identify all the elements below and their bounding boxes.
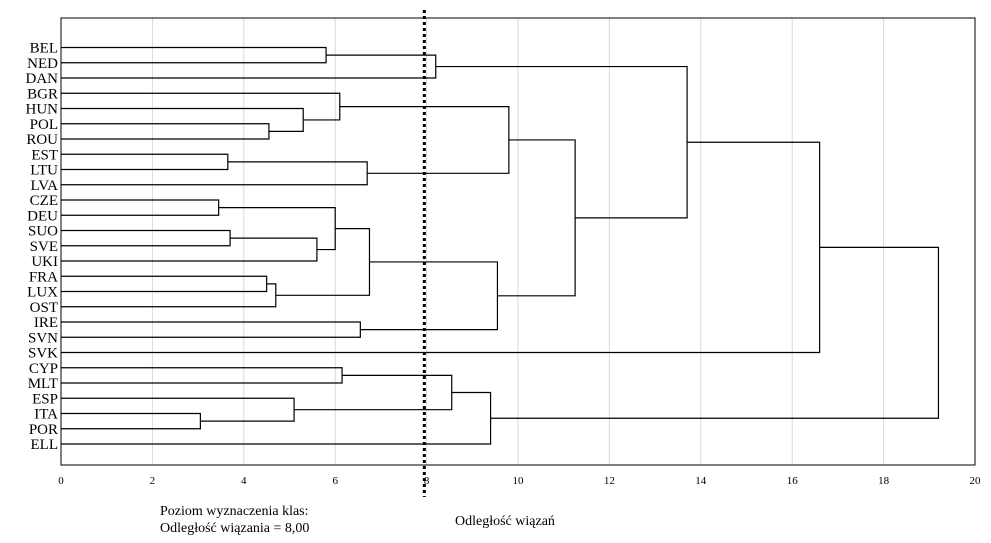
leaf-label-est: EST — [31, 147, 58, 163]
leaf-label-dan: DAN — [26, 71, 59, 87]
plot-frame — [60, 17, 976, 466]
merge-link-1 — [61, 199, 220, 216]
cutoff-caption-line2: Odległość wiązania = 8,00 — [160, 521, 310, 536]
leaf-label-cyp: CYP — [29, 361, 58, 377]
x-tick-label: 16 — [787, 475, 799, 487]
leaf-label-lux: LUX — [27, 285, 58, 301]
x-tick-label: 2 — [150, 475, 156, 487]
merge-link-17 — [61, 54, 437, 79]
leaf-labels: BELNEDDANBGRHUNPOLROUESTLTULVACZEDEUSUOS… — [26, 41, 59, 454]
leaf-label-pol: POL — [30, 117, 58, 133]
leaf-label-bgr: BGR — [27, 86, 58, 102]
leaf-label-sve: SVE — [30, 239, 58, 255]
merge-link-13 — [61, 367, 343, 384]
merge-link-12 — [61, 92, 341, 121]
merge-link-21 — [339, 105, 510, 174]
leaf-label-svn: SVN — [28, 330, 58, 346]
merge-link-11 — [218, 207, 336, 251]
merge-link-2 — [61, 153, 229, 171]
leaf-label-esp: ESP — [32, 391, 58, 407]
x-axis-ticks: 0 2 4 6 8 10 12 14 16 18 20 — [58, 475, 981, 487]
merge-link-4 — [61, 275, 268, 293]
leaf-label-fra: FRA — [29, 269, 58, 285]
x-tick-label: 10 — [513, 475, 525, 487]
merge-link-5 — [61, 123, 270, 140]
x-tick-label: 20 — [970, 475, 982, 487]
leaf-label-ire: IRE — [34, 315, 58, 331]
merge-link-15 — [61, 161, 368, 186]
leaf-label-suo: SUO — [28, 224, 58, 240]
merge-link-9 — [61, 237, 318, 262]
x-tick-label: 0 — [58, 475, 64, 487]
leaf-label-svk: SVK — [28, 346, 58, 362]
merge-link-18 — [294, 374, 453, 411]
leaf-label-ost: OST — [30, 300, 58, 316]
leaf-label-cze: CZE — [30, 193, 58, 209]
merge-link-3 — [61, 229, 231, 247]
merge-link-7 — [61, 397, 295, 422]
x-tick-label: 18 — [878, 475, 890, 487]
merge-link-8 — [61, 107, 304, 132]
leaf-label-deu: DEU — [27, 208, 58, 224]
cutoff-caption-line1: Poziom wyznaczenia klas: — [160, 504, 309, 519]
x-tick-label: 14 — [695, 475, 707, 487]
merge-link-23 — [435, 65, 688, 219]
merge-link-0 — [61, 412, 201, 430]
cutoff-caption: Poziom wyznaczenia klas: Odległość wiąza… — [160, 503, 309, 537]
grid-lines — [151, 18, 885, 465]
merge-link-10 — [61, 46, 327, 64]
leaf-label-mlt: MLT — [28, 376, 58, 392]
merge-link-25 — [490, 246, 940, 419]
merge-link-14 — [61, 321, 361, 338]
leaf-label-ell: ELL — [31, 437, 59, 453]
leaf-label-lva: LVA — [30, 178, 58, 194]
leaf-label-hun: HUN — [26, 102, 59, 118]
x-tick-label: 4 — [241, 475, 247, 487]
x-tick-label: 12 — [604, 475, 615, 487]
leaf-label-ned: NED — [27, 56, 58, 72]
x-tick-label: 6 — [332, 475, 338, 487]
leaf-label-uki: UKI — [31, 254, 58, 270]
dendrogram-branches — [61, 46, 940, 445]
x-axis-label: Odległość wiązań — [455, 514, 555, 529]
x-tick-label: 8 — [424, 475, 430, 487]
leaf-label-por: POR — [29, 422, 58, 438]
leaf-label-bel: BEL — [30, 41, 58, 57]
leaf-label-ltu: LTU — [30, 163, 58, 179]
leaf-label-rou: ROU — [26, 132, 58, 148]
merge-link-20 — [360, 261, 499, 331]
leaf-label-ita: ITA — [34, 407, 58, 423]
